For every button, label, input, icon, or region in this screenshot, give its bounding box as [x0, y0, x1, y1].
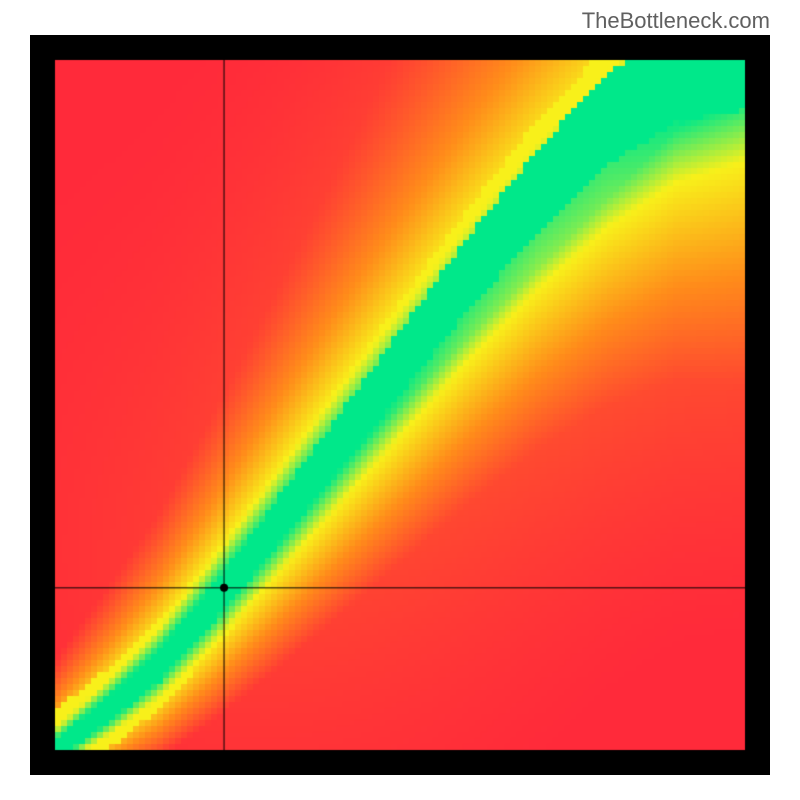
chart-frame [30, 35, 770, 775]
chart-container: TheBottleneck.com [0, 0, 800, 800]
heatmap-canvas [30, 35, 770, 775]
watermark-text: TheBottleneck.com [582, 8, 770, 34]
